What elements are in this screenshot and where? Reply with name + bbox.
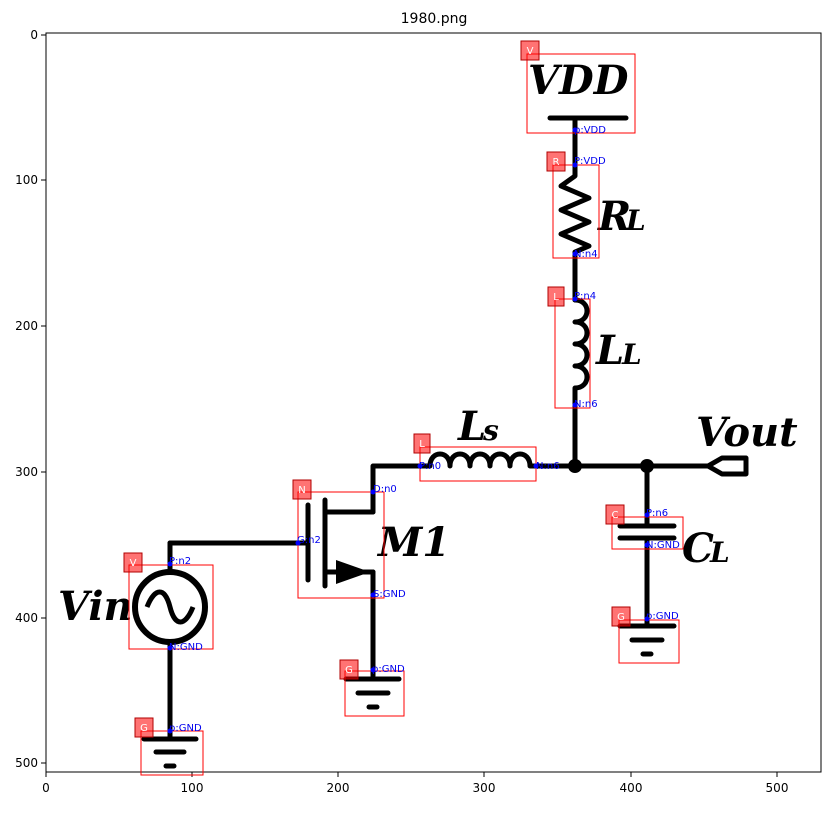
y-axis: 0 100 200 300 400 500 [15,28,46,770]
svg-text:L: L [457,403,486,450]
y-tick-label: 0 [30,28,38,42]
vin-label: Vin [58,583,133,630]
component-n-m1: N D:n0 G:n2 S:GND [292,479,406,600]
x-tick-label: 300 [473,781,496,795]
svg-text:R: R [553,157,560,168]
vdd-label: VDD [528,57,629,104]
pin-label: N:n6 [536,461,560,472]
pin-label: p:GND [372,664,405,675]
pin-label: N:GND [169,642,203,653]
x-tick-label: 200 [327,781,350,795]
pin-label: P:n0 [419,461,441,472]
x-tick-label: 500 [766,781,789,795]
circuit-wires [132,115,749,769]
pin-label: P:n4 [574,291,596,302]
svg-text:L: L [595,327,624,374]
pin-label: p:VDD [574,125,606,136]
m1-label: M1 [376,519,450,566]
ll-label: L L [595,327,642,374]
pin-label: P:VDD [574,156,606,167]
component-g-ground: G p:GND [134,717,204,776]
y-tick-label: 400 [15,611,38,625]
component-v-vin: V P:n2 N:GND [123,552,214,653]
y-tick-label: 500 [15,756,38,770]
svg-text:R: R [597,193,631,240]
svg-text:G: G [140,723,148,734]
pin-label: N:GND [646,540,680,551]
svg-text:L: L [553,292,559,303]
pin-label: G:n2 [297,535,321,546]
svg-text:L: L [625,204,646,237]
svg-text:N: N [298,485,305,496]
rl-label: R L [597,193,646,240]
component-l-ll: L P:n4 N:n6 [547,286,598,410]
component-g-ground: G p:GND [339,659,405,717]
svg-text:V: V [130,558,137,569]
svg-text:L: L [621,338,642,371]
x-tick-label: 0 [42,781,50,795]
y-tick-label: 100 [15,173,38,187]
pin-label: D:n0 [373,484,397,495]
component-g-ground: G p:GND [611,606,680,664]
svg-text:L: L [709,536,730,569]
y-tick-label: 200 [15,319,38,333]
svg-text:L: L [419,439,425,450]
component-v-vdd: V p:VDD [520,40,636,136]
x-tick-label: 400 [620,781,643,795]
component-l-ls: L P:n0 N:n6 [413,433,560,482]
svg-text:s: s [482,414,499,447]
axes-frame [45,32,822,773]
component-r-rl: R P:VDD N:n4 [546,151,606,260]
pin-label: p:GND [646,611,679,622]
pin-label: S:GND [373,589,406,600]
component-c-cl: C P:n6 N:GND [605,504,684,551]
ls-label: L s [457,403,499,450]
svg-text:V: V [527,46,534,57]
pin-label: p:GND [169,723,202,734]
pin-label: N:n4 [574,249,598,260]
vout-label: Vout [696,409,798,456]
svg-text:G: G [617,612,625,623]
svg-text:C: C [612,510,619,521]
x-axis: 0 100 200 300 400 500 [42,772,788,795]
pin-label: P:n2 [169,556,191,567]
cl-label: C L [682,525,730,572]
y-tick-label: 300 [15,465,38,479]
pin-label: P:n6 [646,508,668,519]
svg-text:C: C [682,525,714,572]
svg-text:G: G [345,665,353,676]
pin-label: N:n6 [574,399,598,410]
x-tick-label: 100 [181,781,204,795]
figure-title: 1980.png [401,11,468,27]
